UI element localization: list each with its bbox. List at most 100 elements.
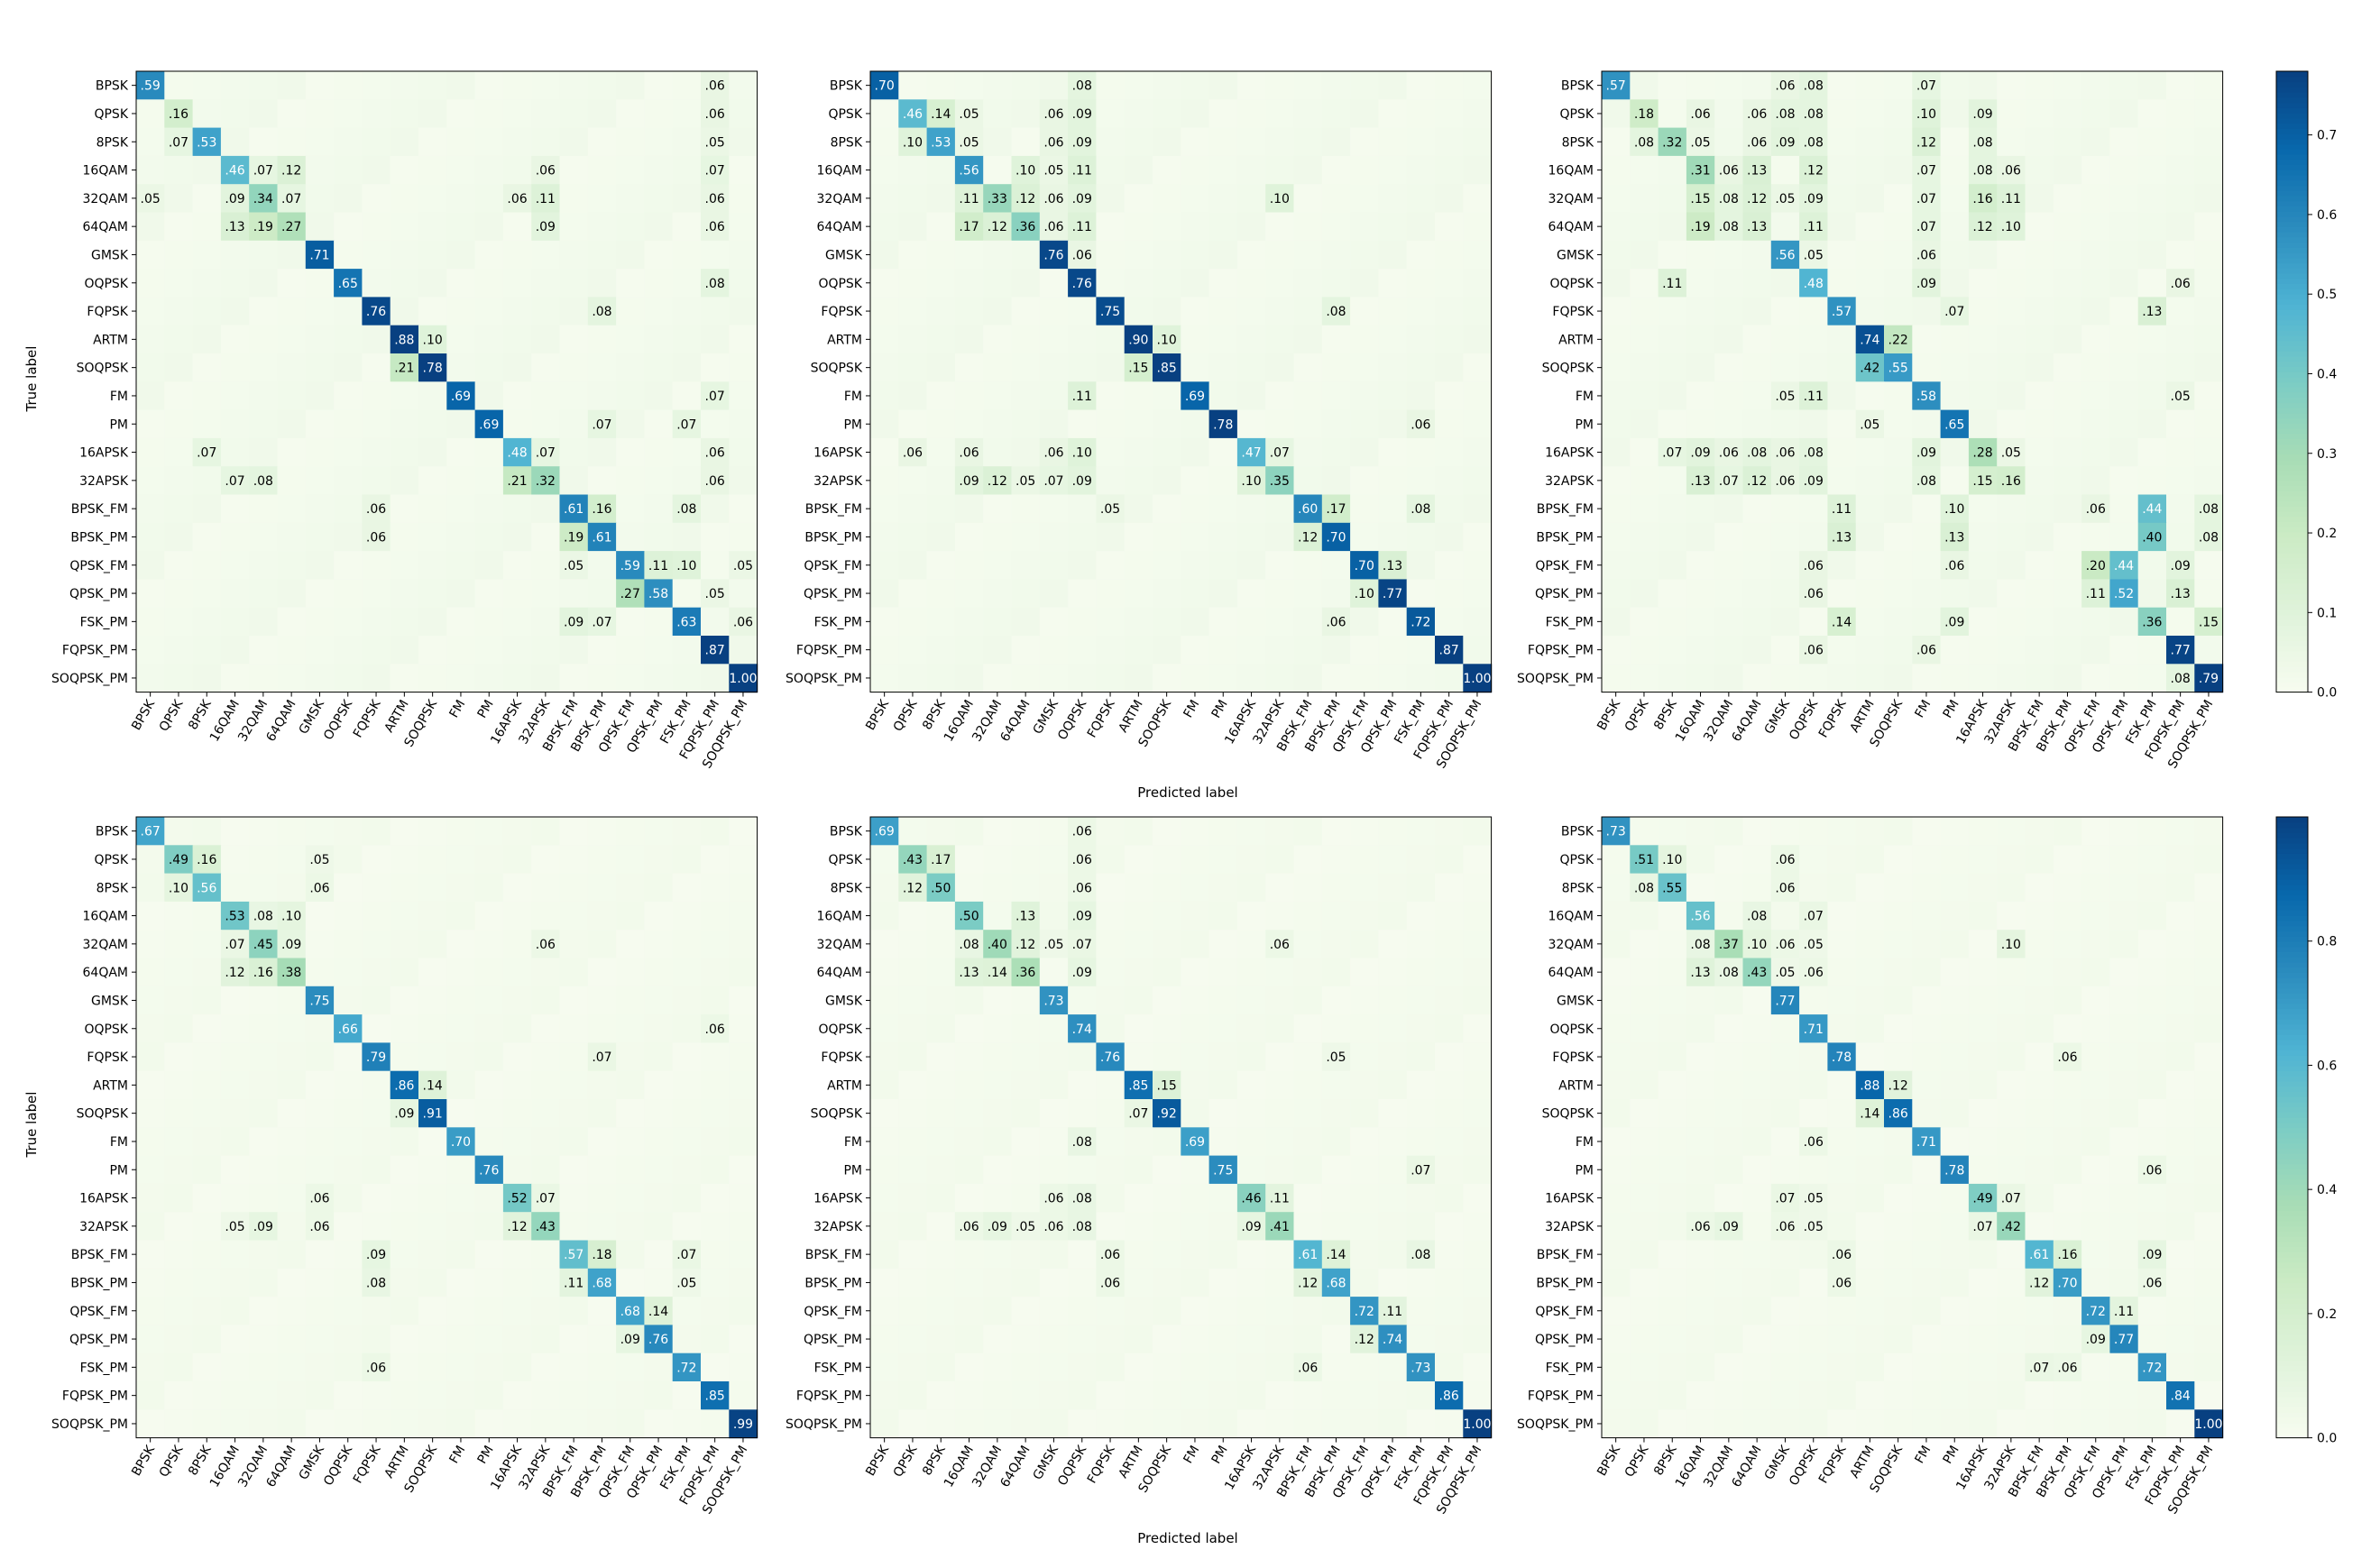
heatmap-cell xyxy=(559,1183,589,1213)
heatmap-cell xyxy=(1350,930,1379,959)
heatmap-cell xyxy=(1293,901,1323,931)
heatmap-cell xyxy=(1096,1127,1126,1157)
heatmap-cell xyxy=(1406,353,1436,382)
heatmap-cell xyxy=(1435,986,1464,1015)
heatmap-cell xyxy=(305,607,335,637)
y-tick-label: SOQPSK xyxy=(811,362,863,376)
heatmap-cell xyxy=(1602,466,1631,496)
heatmap-cell xyxy=(249,1240,279,1270)
heatmap-cell xyxy=(1068,986,1097,1015)
y-tick-label: SOQPSK_PM xyxy=(1517,672,1594,686)
heatmap-cell xyxy=(1208,1183,1238,1213)
heatmap-cell xyxy=(1124,958,1153,987)
heatmap-cell xyxy=(1799,269,1828,298)
cell-value-label: .06 xyxy=(1043,135,1063,150)
heatmap-cell xyxy=(1742,1127,1772,1157)
heatmap-cell xyxy=(1770,1183,1800,1213)
heatmap-cell xyxy=(1124,353,1153,382)
cell-value-label: .11 xyxy=(1832,502,1852,517)
y-tick-label: 16QAM xyxy=(1548,910,1594,924)
heatmap-cell xyxy=(701,1070,730,1100)
heatmap-cell xyxy=(559,817,589,846)
heatmap-cell xyxy=(249,1099,279,1128)
heatmap-cell xyxy=(1236,845,1266,875)
heatmap-cell xyxy=(926,212,956,242)
cell-value-label: .21 xyxy=(507,474,527,489)
heatmap-cell xyxy=(1435,437,1464,467)
heatmap-cell xyxy=(1770,1297,1800,1325)
heatmap-cell xyxy=(474,297,504,326)
heatmap-cell xyxy=(672,155,702,185)
y-tick-label: BPSK_PM xyxy=(1536,1276,1594,1290)
cell-value-label: .77 xyxy=(1775,994,1795,1008)
colorbar-band xyxy=(2276,87,2308,93)
heatmap-cell xyxy=(2137,1099,2167,1128)
colorbar-tick-label: 0.3 xyxy=(2317,447,2337,462)
colorbar-band xyxy=(2276,583,2308,590)
heatmap-cell xyxy=(362,409,391,439)
cell-value-label: .10 xyxy=(1944,502,1964,517)
heatmap-cell xyxy=(2194,1212,2224,1242)
heatmap-cell xyxy=(2194,437,2224,467)
y-tick-label: FM xyxy=(110,390,128,404)
heatmap-cell xyxy=(672,636,702,665)
heatmap-cell xyxy=(1039,1268,1069,1297)
colorbar-band xyxy=(2276,676,2308,683)
heatmap-cell xyxy=(1153,1155,1181,1185)
heatmap-cell xyxy=(1181,1297,1210,1325)
heatmap-cell xyxy=(164,1212,194,1242)
heatmap-cell xyxy=(1321,325,1351,354)
heatmap-cell xyxy=(1406,127,1436,157)
colorbar-band xyxy=(2276,1252,2308,1258)
heatmap-cell xyxy=(1068,1212,1097,1242)
cell-value-label: .05 xyxy=(733,559,753,573)
cell-value-label: .72 xyxy=(1355,1305,1374,1319)
heatmap-cell xyxy=(1463,664,1493,693)
heatmap-cell xyxy=(729,1183,758,1213)
cell-value-label: .49 xyxy=(169,853,188,867)
heatmap-cell xyxy=(390,297,419,326)
heatmap-cell xyxy=(362,1409,391,1439)
y-tick-label: FSK_PM xyxy=(1546,615,1594,629)
heatmap-cell xyxy=(1714,873,1744,903)
panel-frame xyxy=(869,816,1493,1439)
colorbar-band xyxy=(2276,397,2308,404)
heatmap-cell xyxy=(1236,664,1266,693)
heatmap-cell xyxy=(136,664,165,693)
heatmap-cell xyxy=(1153,551,1181,580)
heatmap-cell xyxy=(136,1409,165,1439)
heatmap-cell xyxy=(1208,930,1238,959)
heatmap-cell xyxy=(1181,1409,1210,1439)
heatmap-cell xyxy=(1096,437,1126,467)
heatmap-cell xyxy=(1181,845,1210,875)
heatmap-cell xyxy=(1968,212,1998,242)
y-tick-label: OQPSK xyxy=(1549,1022,1594,1037)
heatmap-cell xyxy=(1968,466,1998,496)
heatmap-cell xyxy=(1884,1268,1913,1297)
heatmap-cell xyxy=(446,99,476,129)
heatmap-cell xyxy=(1435,1325,1464,1354)
heatmap-cell xyxy=(587,71,617,100)
heatmap-cell xyxy=(220,240,250,270)
heatmap-cell xyxy=(220,1212,250,1242)
heatmap-cell xyxy=(2109,494,2139,524)
cell-value-label: .40 xyxy=(2142,530,2162,545)
panel-frame xyxy=(1601,70,2224,693)
y-tick-label: 64QAM xyxy=(817,966,863,980)
heatmap-cell xyxy=(1208,99,1238,129)
heatmap-cell xyxy=(334,986,363,1015)
heatmap-cell xyxy=(701,1183,730,1213)
colorbar-band xyxy=(2276,1334,2308,1341)
heatmap-cell xyxy=(249,409,279,439)
heatmap-cell xyxy=(983,958,1013,987)
heatmap-cell xyxy=(870,579,899,609)
heatmap-cell xyxy=(334,437,363,467)
heatmap-cell xyxy=(502,551,532,580)
heatmap-cell xyxy=(701,155,730,185)
colorbar-band xyxy=(2276,1034,2308,1041)
colorbar-band xyxy=(2276,1329,2308,1335)
heatmap-cell xyxy=(1153,1212,1181,1242)
heatmap-cell xyxy=(220,1381,250,1410)
heatmap-cell xyxy=(2137,551,2167,580)
heatmap-cell xyxy=(1968,1325,1998,1354)
